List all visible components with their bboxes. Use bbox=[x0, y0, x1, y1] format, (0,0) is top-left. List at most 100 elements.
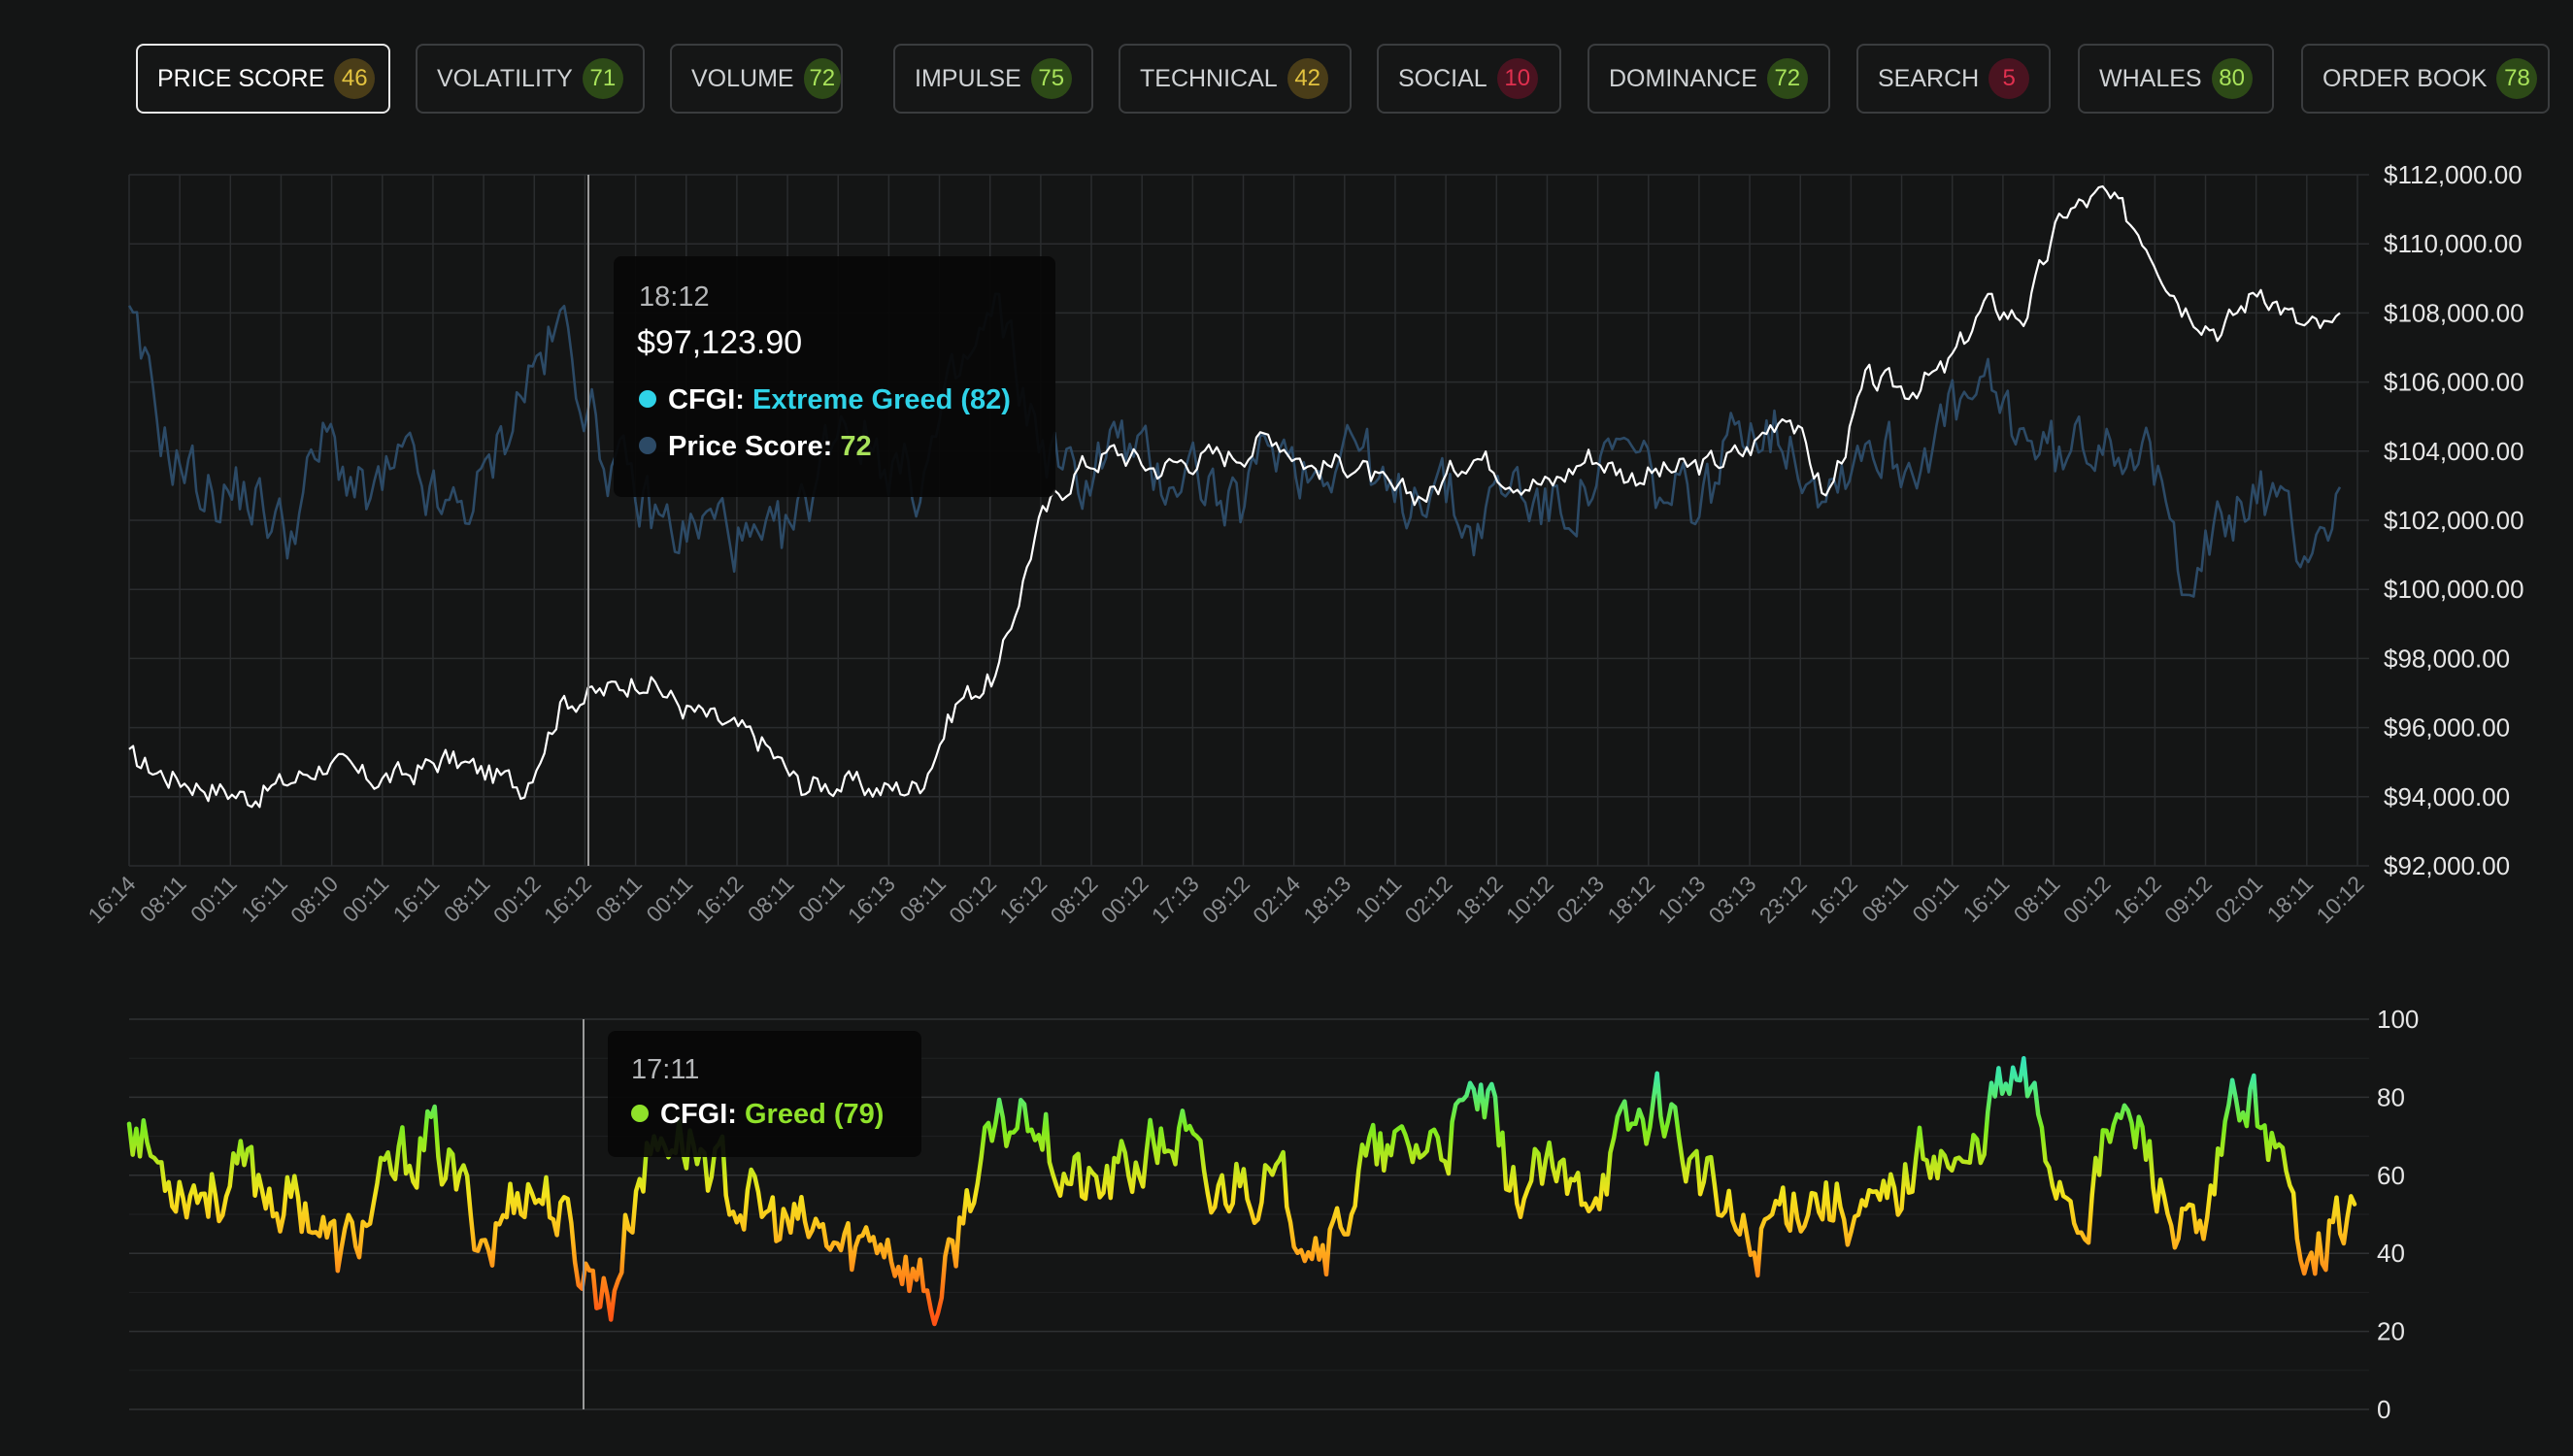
price-x-axis: 16:1408:1100:1116:1108:1000:1116:1108:11… bbox=[83, 871, 2368, 928]
tab-score-badge: 75 bbox=[1030, 58, 1072, 99]
price-x-tick-label: 00:12 bbox=[2058, 871, 2116, 928]
tab-label: WHALES bbox=[2099, 64, 2202, 92]
price-x-tick-label: 16:11 bbox=[388, 871, 445, 927]
price-x-tick-label: 18:11 bbox=[2261, 871, 2318, 927]
price-x-tick-label: 00:11 bbox=[337, 871, 393, 927]
price-x-tick-label: 16:12 bbox=[1805, 871, 1862, 928]
tooltip-time: 18:12 bbox=[639, 281, 710, 313]
price-x-tick-label: 18:12 bbox=[1602, 871, 1659, 928]
tab-score-badge: 46 bbox=[334, 58, 376, 99]
price-tooltip: 18:12 $97,123.90 CFGI: Extreme Greed (82… bbox=[614, 256, 1055, 497]
price-x-tick-label: 16:13 bbox=[843, 871, 900, 928]
tab-volume[interactable]: VOLUME 72 bbox=[670, 44, 843, 114]
tab-label: IMPULSE bbox=[915, 64, 1021, 92]
price-x-tick-label: 08:11 bbox=[135, 871, 191, 927]
cfgi-y-tick-label: 40 bbox=[2377, 1239, 2405, 1268]
price-x-tick-label: 10:13 bbox=[1653, 871, 1710, 928]
price-x-tick-label: 17:13 bbox=[1147, 871, 1204, 928]
price-y-tick-label: $102,000.00 bbox=[2384, 506, 2524, 535]
cfgi-tooltip-time: 17:11 bbox=[631, 1054, 700, 1085]
cfgi-y-axis: 100 80 60 40 20 0 bbox=[2377, 1005, 2419, 1424]
tooltip-score-value: 72 bbox=[840, 431, 872, 462]
price-x-tick-label: 08:11 bbox=[894, 871, 951, 927]
price-x-tick-label: 09:12 bbox=[1197, 871, 1254, 928]
price-y-tick-label: $100,000.00 bbox=[2384, 575, 2524, 604]
tooltip-score-row: Price Score: 72 bbox=[639, 431, 872, 463]
price-x-tick-label: 08:11 bbox=[439, 871, 495, 927]
cfgi-y-tick-label: 100 bbox=[2377, 1005, 2419, 1034]
price-y-tick-label: $94,000.00 bbox=[2384, 782, 2510, 811]
cfgi-tooltip-value: Greed (79) bbox=[745, 1099, 885, 1130]
price-y-tick-label: $110,000.00 bbox=[2384, 229, 2523, 258]
price-x-tick-label: 16:12 bbox=[994, 871, 1052, 928]
price-x-tick-label: 16:11 bbox=[236, 871, 292, 927]
price-x-tick-label: 08:10 bbox=[285, 871, 343, 928]
price-score-series-line bbox=[127, 292, 2342, 598]
price-x-tick-label: 00:11 bbox=[793, 871, 850, 927]
tab-score-badge: 78 bbox=[2496, 58, 2538, 99]
price-x-tick-label: 00:11 bbox=[185, 871, 242, 927]
tooltip-price: $97,123.90 bbox=[637, 324, 803, 361]
price-x-tick-label: 08:11 bbox=[2009, 871, 2065, 927]
price-x-tick-label: 00:12 bbox=[944, 871, 1001, 928]
price-x-tick-label: 02:13 bbox=[1552, 871, 1609, 928]
tab-technical[interactable]: TECHNICAL 42 bbox=[1119, 44, 1352, 114]
price-x-tick-label: 08:12 bbox=[1045, 871, 1102, 928]
tab-label: VOLATILITY bbox=[437, 64, 573, 92]
price-x-tick-label: 16:12 bbox=[690, 871, 748, 928]
tab-price-score[interactable]: PRICE SCORE 46 bbox=[136, 44, 390, 114]
tab-social[interactable]: SOCIAL 10 bbox=[1377, 44, 1561, 114]
price-y-tick-label: $96,000.00 bbox=[2384, 713, 2510, 743]
cfgi-tooltip-label: CFGI: bbox=[660, 1099, 737, 1130]
price-x-tick-label: 10:12 bbox=[2311, 871, 2368, 928]
tab-label: SEARCH bbox=[1878, 64, 1980, 92]
tab-score-badge: 5 bbox=[1988, 58, 2030, 99]
tab-volatility[interactable]: VOLATILITY 71 bbox=[416, 44, 645, 114]
cfgi-dot-icon bbox=[639, 390, 656, 409]
price-x-tick-label: 16:14 bbox=[83, 871, 140, 928]
price-x-tick-label: 10:12 bbox=[1501, 871, 1558, 928]
price-x-tick-label: 02:01 bbox=[2210, 871, 2267, 928]
cfgi-dot-icon bbox=[631, 1105, 649, 1123]
tooltip-score-label: Price Score: bbox=[668, 431, 833, 462]
cfgi-y-tick-label: 20 bbox=[2377, 1317, 2405, 1346]
price-x-tick-label: 16:12 bbox=[2109, 871, 2166, 928]
price-x-tick-label: 00:11 bbox=[1907, 871, 1963, 927]
tab-score-badge: 72 bbox=[803, 58, 841, 99]
metric-tabs: PRICE SCORE 46 VOLATILITY 71 VOLUME 72 IMPULSE… bbox=[0, 44, 2573, 116]
cfgi-tooltip: 17:11 CFGI: Greed (79) bbox=[608, 1031, 921, 1157]
cfgi-y-tick-label: 60 bbox=[2377, 1161, 2405, 1190]
price-y-tick-label: $112,000.00 bbox=[2384, 160, 2523, 189]
price-x-tick-label: 23:12 bbox=[1754, 871, 1812, 928]
tab-score-badge: 42 bbox=[1286, 58, 1328, 99]
price-x-tick-label: 08:11 bbox=[590, 871, 647, 927]
cfgi-chart-grid bbox=[129, 1018, 2369, 1410]
tab-label: TECHNICAL bbox=[1140, 64, 1278, 92]
tab-search[interactable]: SEARCH 5 bbox=[1856, 44, 2051, 114]
price-y-axis: $112,000.00 $110,000.00 $108,000.00 $106,00… bbox=[2384, 160, 2524, 880]
tab-label: VOLUME bbox=[691, 64, 794, 92]
price-x-tick-label: 08:11 bbox=[743, 871, 799, 927]
tab-order-book[interactable]: ORDER BOOK 78 bbox=[2301, 44, 2550, 114]
tab-label: ORDER BOOK bbox=[2322, 64, 2488, 92]
tab-label: SOCIAL bbox=[1398, 64, 1487, 92]
price-y-tick-label: $106,000.00 bbox=[2384, 368, 2524, 397]
tab-score-badge: 72 bbox=[1766, 58, 1808, 99]
tooltip-cfgi-value: Extreme Greed (82) bbox=[752, 384, 1011, 415]
tab-impulse[interactable]: IMPULSE 75 bbox=[893, 44, 1093, 114]
price-y-tick-label: $104,000.00 bbox=[2384, 437, 2524, 466]
price-y-tick-label: $92,000.00 bbox=[2384, 851, 2510, 880]
tab-dominance[interactable]: DOMINANCE 72 bbox=[1587, 44, 1830, 114]
price-y-tick-label: $108,000.00 bbox=[2384, 298, 2524, 327]
tooltip-cfgi-row: CFGI: Extreme Greed (82) bbox=[639, 384, 1011, 416]
cfgi-y-tick-label: 0 bbox=[2377, 1395, 2390, 1424]
cfgi-y-tick-label: 80 bbox=[2377, 1082, 2405, 1111]
price-x-tick-label: 18:13 bbox=[1298, 871, 1355, 928]
cfgi-series-line bbox=[126, 1055, 2357, 1327]
tab-whales[interactable]: WHALES 80 bbox=[2078, 44, 2274, 114]
price-y-tick-label: $98,000.00 bbox=[2384, 644, 2510, 673]
price-x-tick-label: 08:11 bbox=[1856, 871, 1913, 927]
price-x-tick-label: 16:12 bbox=[539, 871, 596, 928]
price-x-tick-label: 00:11 bbox=[641, 871, 697, 927]
